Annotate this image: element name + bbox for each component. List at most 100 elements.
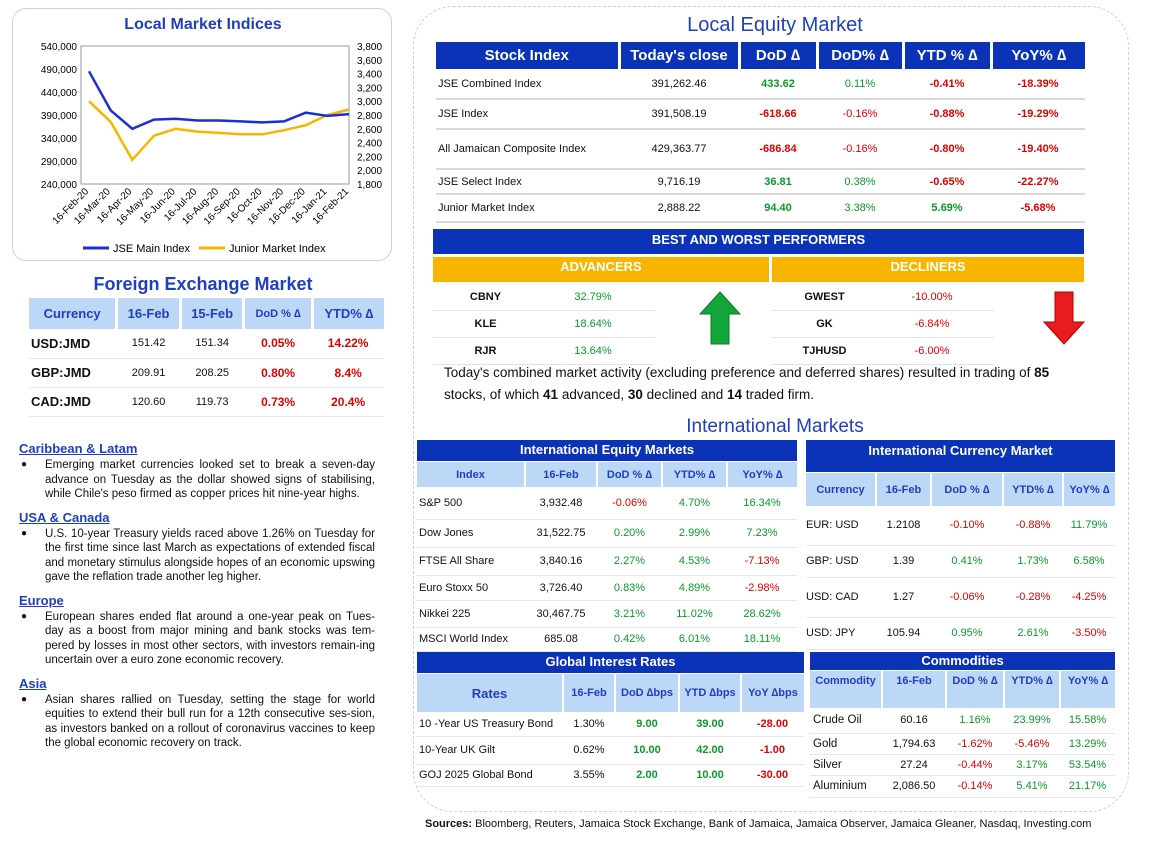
market-summary: Today's combined market activity (exclud… [444,362,1084,406]
y-right-tick-label: 3,800 [357,42,382,53]
fx-table: Currency 16-Feb 15-Feb DoD % ∆ YTD% ∆ US… [29,298,384,417]
fx-header-cell: Currency [43,306,101,321]
table-row: Dow Jones 31,522.75 0.20% 2.99% 7.23% [417,519,797,547]
table-cell: -22.27% [1017,175,1059,188]
table-cell: USD: JPY [806,627,856,639]
table-row: Gold 1,794.63 -1.62% -5.46% 13.29% [810,733,1115,754]
table-cell: USD:JMD [31,335,91,351]
performer-ticker: CBNY [469,291,502,303]
table-cell: JSE Select Index [438,175,522,188]
news-text: Emerging market currencies looked set to… [45,459,375,500]
intl-equity-header-cell: DoD % ∆ [596,462,662,487]
decliners-header: DECLINERS [772,257,1084,282]
local-indices-panel: Local Market Indices 540,000 490,000 440,0… [12,8,392,261]
commodities-title: Commodities [810,652,1115,670]
y-left-tick-label: 340,000 [41,134,78,145]
intl-currency-block: International Currency Market Currency 1… [806,440,1115,650]
summary-text: advanced, [558,387,628,402]
commodities-header-row: Commodity 16-Feb DoD % ∆ YTD% ∆ YoY% ∆ [810,671,1115,708]
table-cell: 391,262.46 [651,77,707,90]
summary-text: declined and [642,387,727,402]
table-cell: 3,932.48 [539,496,583,509]
table-cell: 3.21% [613,607,646,620]
performer-ticker: RJR [474,345,497,357]
summary-text: stocks, of which [444,387,544,402]
table-cell: 208.25 [195,366,229,379]
table-cell: 3.55% [573,769,605,781]
table-cell: 0.42% [613,633,646,645]
table-cell: 0.83% [613,581,646,594]
table-cell: 2,086.50 [892,780,936,792]
table-cell: MSCI World Index [419,633,509,645]
jse-main-series-line [87,70,350,131]
table-cell: 11.79% [1070,519,1108,532]
y-left-tick-label: 290,000 [41,157,78,168]
y-left-tick-label: 440,000 [41,88,78,99]
news-item: ● U.S. 10-year Treasury yields raced abov… [19,527,381,585]
table-cell: 8.4% [334,365,362,380]
table-cell: Junior Market Index [438,202,535,214]
advancers-list: CBNY 32.79% KLE 18.64% RJR 13.64% [433,284,655,365]
fx-header-row: Currency 16-Feb 15-Feb DoD % ∆ YTD% ∆ [29,298,384,329]
table-cell: All Jamaican Composite Index [438,143,586,155]
local-indices-chart: 540,000 490,000 440,000 390,000 340,000 290,0… [41,42,383,255]
table-cell: 5.41% [1016,780,1048,792]
equity-panel [413,6,1129,812]
plot-area [80,45,350,185]
table-cell: 1,794.63 [892,737,936,750]
table-cell: 0.20% [613,527,646,539]
table-cell: USD: CAD [806,591,859,603]
table-row: Crude Oil 60.16 1.16% 23.99% 15.58% [810,708,1115,733]
commodities-header-cell: YTD% ∆ [1003,671,1060,708]
table-cell: 0.41% [951,555,983,567]
table-cell: -618.66 [759,108,797,120]
summary-total-stocks: 85 [1034,365,1050,380]
table-row: JSE Select Index 9,716.19 36.81 0.38% -0.65%… [436,169,1085,194]
table-cell: EUR: USD [806,519,859,532]
table-cell: -3.50% [1071,627,1107,639]
table-cell: 6.01% [678,633,711,645]
news-text: Asian shares rallied on Tuesday, setting… [45,693,375,750]
table-cell: 2.61% [1017,627,1049,639]
performer-row: CBNY 32.79% [433,284,655,311]
intl-title: International Markets [686,416,864,437]
intl-currency-header-cell: Currency [816,483,865,496]
rates-header-cell: YTD ∆bps [678,674,741,712]
sources-text: Bloomberg, Reuters, Jamaica Stock Exchan… [472,818,1092,830]
table-cell: 4.89% [678,581,711,594]
table-cell: 10-Year UK Gilt [419,744,496,756]
performer-row: GK -6.84% [772,311,994,338]
table-row: FTSE All Share 3,840.16 2.27% 4.53% -7.13% [417,547,797,575]
y-right-tick-label: 2,800 [357,111,382,122]
y-right-tick-label: 2,600 [357,125,382,136]
advancers-header: ADVANCERS [433,257,769,282]
table-cell: 18.11% [743,633,781,645]
table-cell: 2,888.22 [657,202,701,214]
local-equity-title: Local Equity Market [687,14,863,36]
table-cell: 9,716.19 [657,175,701,188]
news-section: Caribbean & Latam ● Emerging market curren… [19,441,381,759]
table-row: Euro Stoxx 50 3,726.40 0.83% 4.89% -2.98% [417,575,797,600]
table-cell: 120.60 [131,395,166,408]
intl-currency-header-cell: DoD % ∆ [930,473,1003,506]
table-cell: 105.94 [886,627,921,639]
local-equity-header-cell: YoY% ∆ [989,42,1085,69]
commodities-header-cell: DoD % ∆ [945,671,1004,708]
fx-title: Foreign Exchange Market [93,274,313,294]
table-cell: 36.81 [764,175,792,188]
table-cell: 1.30% [573,717,605,730]
fx-header-cell: YTD% ∆ [310,298,384,329]
table-cell: Euro Stoxx 50 [419,581,489,594]
y-left-tick-label: 240,000 [41,180,78,191]
rates-title: Global Interest Rates [417,652,804,673]
table-cell: -0.88% [1015,519,1051,532]
table-cell: 1.27 [892,591,915,603]
local-equity-table: Stock Index Today's close DoD ∆ DoD% ∆ Y… [436,42,1085,223]
news-heading: Europe [19,592,64,608]
intl-equity-header-row: Index 16-Feb DoD % ∆ YTD% ∆ YoY% ∆ [417,462,797,487]
table-cell: 9.00 [636,717,658,730]
table-cell: 433.62 [761,77,795,90]
intl-equity-block: International Equity Markets Index 16-Fe… [417,440,797,652]
performer-ticker: KLE [474,318,497,330]
table-cell: -0.44% [957,758,993,771]
